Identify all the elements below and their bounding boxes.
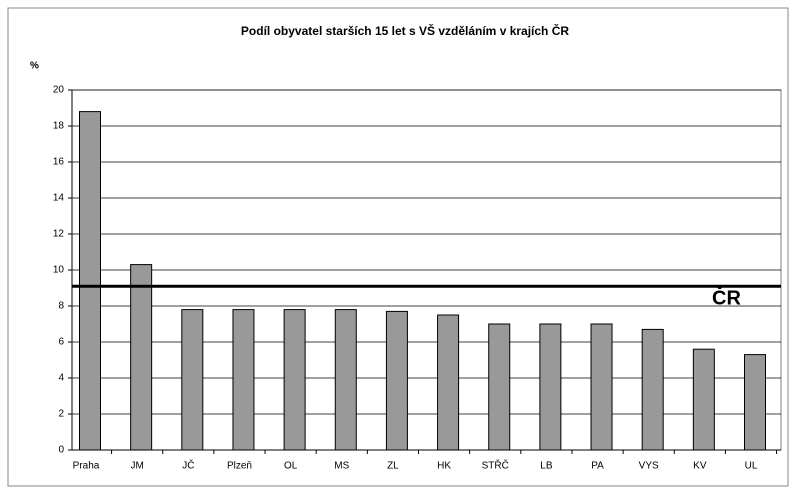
bar: [181, 309, 204, 451]
bar: [488, 323, 511, 451]
x-tick-label: VYS: [639, 461, 659, 472]
y-axis-label: %: [30, 61, 39, 72]
x-tick-label: JM: [130, 461, 143, 472]
bar: [130, 264, 153, 451]
bar: [590, 323, 613, 451]
y-tick-label: 12: [53, 229, 65, 240]
x-tick-label: STŘČ: [482, 459, 509, 472]
bar: [385, 310, 408, 451]
y-tick-label: 10: [53, 265, 65, 276]
chart-title: Podíl obyvatel starších 15 let s VŠ vzdě…: [241, 23, 569, 38]
x-tick-label: LB: [540, 461, 553, 472]
bar: [334, 309, 357, 451]
y-tick-label: 6: [58, 337, 64, 348]
y-tick-label: 2: [58, 409, 64, 420]
reference-label: ČR: [712, 285, 741, 309]
x-tick-label: KV: [693, 461, 707, 472]
y-tick-label: 0: [58, 445, 64, 456]
y-tick-label: 20: [53, 85, 65, 96]
bar: [283, 309, 306, 451]
bar: [79, 111, 101, 451]
x-tick-label: Praha: [73, 461, 100, 472]
bar: [437, 314, 460, 451]
bar: [232, 309, 255, 451]
x-tick-label: HK: [437, 461, 451, 472]
x-tick-label: ZL: [387, 461, 399, 472]
x-tick-label: UL: [745, 461, 758, 472]
x-tick-label: MS: [334, 461, 349, 472]
y-tick-label: 18: [53, 121, 65, 132]
bar: [539, 323, 562, 451]
y-tick-label: 4: [58, 373, 64, 384]
y-tick-label: 14: [53, 193, 65, 204]
bar: [692, 348, 715, 451]
x-tick-label: PA: [591, 461, 604, 472]
x-tick-label: OL: [284, 461, 298, 472]
x-tick-label: JČ: [182, 459, 194, 472]
y-tick-label: 8: [58, 301, 64, 312]
bar: [641, 328, 664, 451]
bar: [744, 354, 766, 451]
y-tick-label: 16: [53, 157, 65, 168]
x-tick-label: Plzeň: [227, 461, 252, 472]
